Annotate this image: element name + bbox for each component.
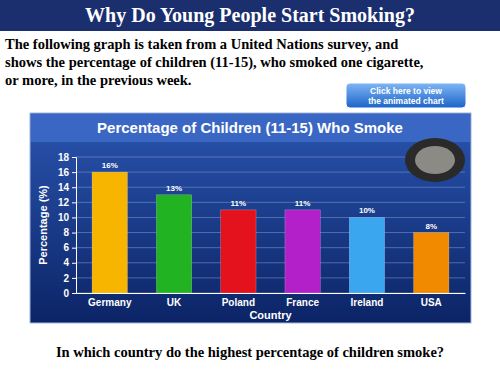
y-tick-mark <box>72 293 76 294</box>
grid-line <box>76 172 465 173</box>
y-tick: 14 <box>58 182 76 193</box>
data-label: 11% <box>295 199 311 208</box>
x-axis: Germany UK Poland France Ireland USA <box>77 293 466 308</box>
data-label: 10% <box>359 206 375 215</box>
grid-line <box>76 202 465 203</box>
slide-title: Why Do Young People Start Smoking? <box>85 4 415 27</box>
y-tick: 12 <box>58 197 76 208</box>
grid-line <box>76 187 465 188</box>
bars <box>92 172 449 293</box>
data-label: 16% <box>102 161 118 170</box>
x-tick-label: Germany <box>88 297 132 308</box>
y-tick: 0 <box>63 288 76 299</box>
intro-text: The following graph is taken from a Unit… <box>5 36 398 52</box>
grid-line <box>76 217 465 218</box>
y-axis: 0 2 4 6 8 10 12 14 16 18 <box>58 152 77 299</box>
y-axis-title: Percentage (%) <box>37 185 49 265</box>
x-tick-label: USA <box>421 297 442 308</box>
x-tick: Ireland <box>351 293 384 308</box>
grid-line <box>76 277 465 278</box>
y-tick: 6 <box>63 242 76 253</box>
y-tick: 8 <box>63 227 76 238</box>
data-label: 13% <box>166 184 182 193</box>
x-tick-label: UK <box>167 297 182 308</box>
ashtray-ash <box>415 146 455 174</box>
title-bar <box>0 0 500 31</box>
y-tick-label: 12 <box>58 197 70 208</box>
button-text[interactable]: the animated chart <box>368 96 444 106</box>
grid-line <box>76 247 465 248</box>
y-tick-mark <box>72 172 76 173</box>
y-tick: 2 <box>63 273 76 284</box>
ashtray-icon <box>405 138 465 182</box>
y-tick: 10 <box>58 212 76 223</box>
chart-header <box>31 114 470 142</box>
question-text: In which country do the highest percenta… <box>56 344 444 360</box>
y-tick-mark <box>72 202 76 203</box>
y-tick-mark <box>72 248 76 249</box>
y-tick-mark <box>72 233 76 234</box>
y-tick-label: 8 <box>63 227 69 238</box>
y-tick-mark <box>72 187 76 188</box>
y-tick-label: 2 <box>63 273 69 284</box>
chart-title: Percentage of Children (11-15) Who Smoke <box>97 119 403 136</box>
y-tick: 16 <box>58 167 76 178</box>
x-axis-line <box>77 293 466 294</box>
x-tick: Germany <box>88 293 132 308</box>
data-label: 11% <box>231 199 247 208</box>
y-tick-mark <box>72 157 76 158</box>
button-text[interactable]: Click here to view <box>370 86 442 96</box>
bar <box>92 172 127 293</box>
y-tick-label: 14 <box>58 182 70 193</box>
animated-chart-button[interactable]: Click here to viewthe animated chart <box>346 83 466 108</box>
y-axis-line <box>72 158 77 294</box>
x-tick: UK <box>167 293 182 308</box>
y-tick-mark <box>72 217 76 218</box>
x-tick-label: Ireland <box>351 297 384 308</box>
x-tick: USA <box>421 293 442 308</box>
bar <box>156 195 191 293</box>
x-axis-title: Country <box>249 309 292 321</box>
x-tick-label: France <box>286 297 319 308</box>
y-tick-mark <box>72 263 76 264</box>
ashtray-rim <box>405 138 465 182</box>
intro-text: shows the percentage of children (11-15)… <box>5 54 424 71</box>
bar <box>349 217 384 293</box>
data-label: 8% <box>425 222 437 231</box>
y-tick-label: 0 <box>63 288 69 299</box>
grid-line <box>76 232 465 233</box>
x-tick-label: Poland <box>222 297 255 308</box>
y-tick-label: 18 <box>58 152 70 163</box>
page: Why Do Young People Start Smoking? The fo… <box>0 0 500 375</box>
y-tick-mark <box>72 278 76 279</box>
y-tick-label: 10 <box>58 212 70 223</box>
y-tick-label: 6 <box>63 242 69 253</box>
y-tick-label: 16 <box>58 167 70 178</box>
bar <box>285 210 320 293</box>
x-tick: Poland <box>222 293 255 308</box>
grid-line <box>76 262 465 263</box>
bar <box>221 210 256 293</box>
button-background[interactable] <box>346 83 466 108</box>
y-tick-label: 4 <box>63 257 69 268</box>
chart-panel <box>30 113 471 323</box>
intro-text: or more, in the previous week. <box>5 72 191 88</box>
y-tick: 18 <box>58 152 76 163</box>
x-tick: France <box>286 293 319 308</box>
y-tick: 4 <box>63 257 76 268</box>
bar <box>414 233 449 293</box>
grid-line <box>76 293 465 294</box>
grid <box>76 157 465 293</box>
